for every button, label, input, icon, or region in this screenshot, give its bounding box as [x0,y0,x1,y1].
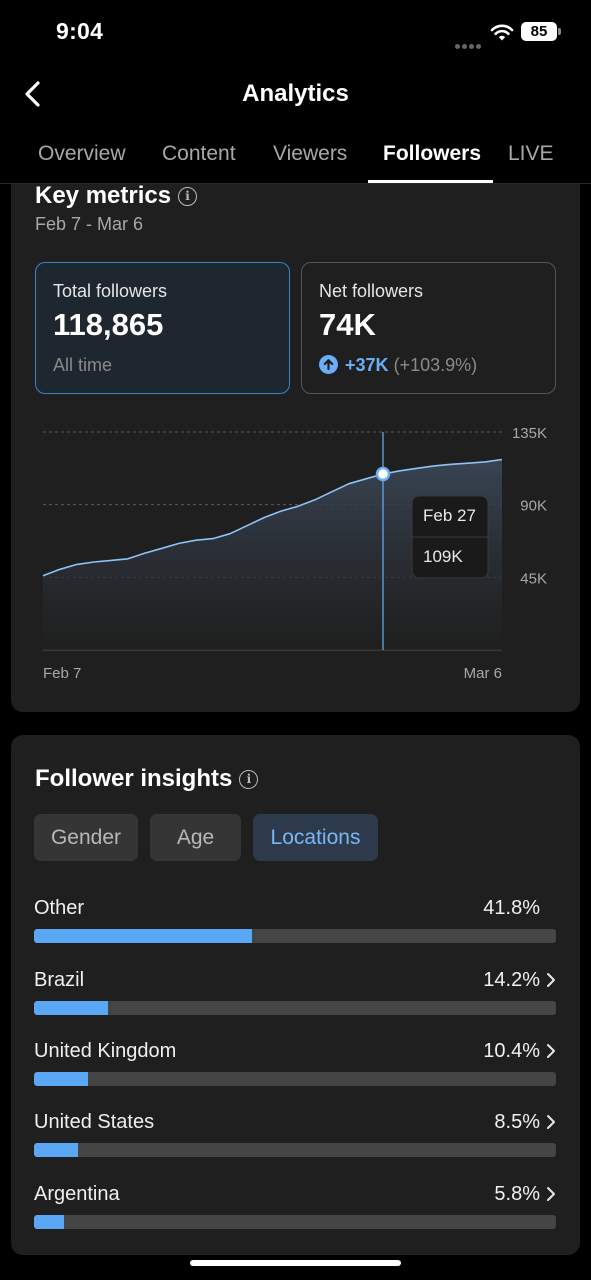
location-row[interactable]: United States 8.5% [34,1111,556,1171]
chevron-right-icon[interactable] [545,971,557,989]
chip-locations[interactable]: Locations [253,814,378,861]
location-bar-track [34,1215,556,1229]
y-tick-label: 90K [520,498,547,515]
info-icon[interactable]: i [239,770,259,789]
key-metrics-card: Key metrics i Feb 7 - Mar 6 Total followe… [11,182,580,712]
location-bar-track [34,1143,556,1157]
location-row[interactable]: Argentina 5.8% [34,1183,556,1243]
date-range: Feb 7 - Mar 6 [35,214,144,234]
location-percent: 10.4% [483,1040,540,1062]
location-name: United States [34,1111,155,1133]
follower-insights-title-text: Follower insights [35,765,233,792]
location-bar-fill [34,1072,89,1086]
tab-live[interactable]: LIVE [508,142,554,165]
location-row: Other 41.8% [34,897,556,957]
chevron-right-icon[interactable] [545,1185,557,1203]
location-name: Brazil [34,969,85,991]
location-bar-fill [34,1001,109,1015]
location-percent: 41.8% [483,897,540,919]
arrow-up-circle-icon [319,355,338,374]
back-chevron-icon[interactable] [18,78,48,110]
y-tick-label: 135K [512,425,547,442]
y-tick-label: 45K [520,570,547,587]
tab-viewers[interactable]: Viewers [273,142,348,165]
total-followers-label: Total followers [53,281,168,301]
location-bar-track [34,1001,556,1015]
location-percent: 8.5% [494,1111,540,1133]
wifi-icon [490,24,514,41]
location-row[interactable]: Brazil 14.2% [34,969,556,1029]
location-name: United Kingdom [34,1040,177,1062]
key-metrics-title: Key metrics i [35,182,198,210]
x-tick-label: Feb 7 [43,665,81,682]
tab-divider [0,183,591,184]
location-bar-fill [34,929,253,943]
total-followers-value: 118,865 [53,307,164,342]
location-bar-fill [34,1143,79,1157]
follower-insights-title: Follower insights i [35,765,259,793]
page-title: Analytics [242,80,349,107]
chart-area [43,459,502,650]
total-followers-period: All time [53,355,113,375]
total-followers-card[interactable]: Total followers 118,865 All time [35,262,290,394]
location-name: Argentina [34,1183,120,1205]
chart-tooltip-date: Feb 27 [423,506,476,525]
tab-followers[interactable]: Followers [383,142,482,165]
tab-overview[interactable]: Overview [38,142,126,165]
location-percent: 14.2% [483,969,540,991]
cellular-signal-icon [455,36,483,49]
battery-tip [558,28,561,35]
tab-bar: Overview Content Viewers Followers LIVE [0,140,591,184]
x-tick-label: Mar 6 [464,665,502,682]
active-tab-indicator [368,180,493,183]
net-change-percent: (+103.9%) [393,355,478,375]
net-followers-card[interactable]: Net followers 74K +37K (+103.9%) [301,262,556,394]
net-followers-change: +37K (+103.9%) [319,355,477,376]
chevron-right-icon[interactable] [545,1042,557,1060]
status-time: 9:04 [56,18,104,44]
chart-tooltip-value: 109K [423,547,463,566]
battery-indicator: 85 [521,22,557,41]
chevron-right-icon[interactable] [545,1113,557,1131]
net-change-value: +37K [345,355,389,375]
location-percent: 5.8% [494,1183,540,1205]
location-name: Other [34,897,85,919]
location-bar-track [34,1072,556,1086]
follower-insights-card: Follower insights i Gender Age Locations … [11,735,580,1255]
net-followers-value: 74K [319,307,376,342]
info-icon[interactable]: i [178,187,198,206]
home-indicator[interactable] [190,1260,401,1266]
tab-content[interactable]: Content [162,142,236,165]
location-bar-fill [34,1215,65,1229]
status-bar: 9:04 85 [0,0,591,64]
followers-chart[interactable]: 45K 90K 135K Feb 27 109K Feb 7 Mar 6 [11,420,580,690]
location-row[interactable]: United Kingdom 10.4% [34,1040,556,1100]
location-bar-track [34,929,556,943]
chip-gender[interactable]: Gender [34,814,138,861]
key-metrics-title-text: Key metrics [35,182,172,209]
chart-data-point [375,466,391,482]
chip-age[interactable]: Age [150,814,241,861]
series-line [42,458,503,577]
net-followers-label: Net followers [319,281,424,301]
